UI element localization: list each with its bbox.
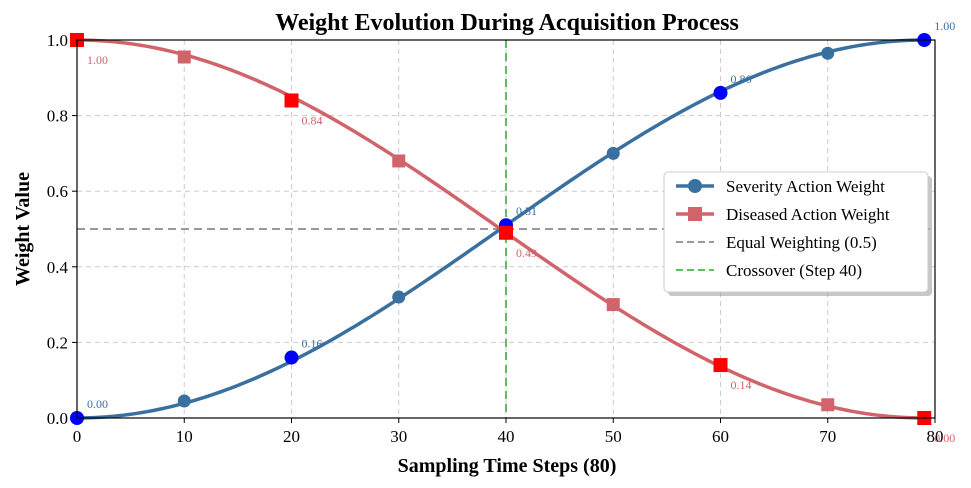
severity-marker bbox=[821, 46, 835, 60]
legend-box bbox=[663, 171, 929, 293]
legend-label: Equal Weighting (0.5) bbox=[726, 233, 877, 252]
diseased-data-label: 0.14 bbox=[731, 378, 752, 392]
severity-marker bbox=[177, 394, 191, 408]
x-tick-label: 50 bbox=[605, 427, 622, 446]
severity-highlight-point bbox=[284, 350, 299, 365]
legend-item-equal-weighting: Equal Weighting (0.5) bbox=[676, 233, 877, 252]
legend: Severity Action Weight Diseased Action We… bbox=[663, 171, 932, 296]
x-tick-label: 10 bbox=[176, 427, 193, 446]
x-tick-label: 20 bbox=[283, 427, 300, 446]
legend-marker bbox=[688, 207, 702, 221]
diseased-marker bbox=[177, 50, 191, 64]
severity-data-label: 0.86 bbox=[731, 72, 752, 86]
severity-data-label: 0.51 bbox=[516, 204, 537, 218]
diseased-data-label: 1.00 bbox=[87, 53, 108, 67]
x-tick-label: 60 bbox=[712, 427, 729, 446]
y-axis-label: Weight Value bbox=[12, 172, 34, 286]
severity-highlight-point bbox=[713, 85, 728, 100]
diseased-marker bbox=[606, 298, 620, 312]
severity-data-label: 1.00 bbox=[934, 19, 955, 33]
severity-data-label: 0.16 bbox=[302, 337, 323, 351]
diseased-highlight-point bbox=[284, 93, 299, 108]
highlight-group: 0.00 0.16 0.51 0.86 1.00 1.00 0.84 0.49 0.14 0.00 bbox=[70, 19, 955, 445]
y-tick-label: 0.6 bbox=[47, 182, 68, 201]
diseased-data-label: 0.84 bbox=[302, 113, 323, 127]
legend-item-crossover: Crossover (Step 40) bbox=[676, 261, 862, 280]
x-tick-label: 30 bbox=[390, 427, 407, 446]
y-tick-label: 0.8 bbox=[47, 107, 68, 126]
legend-label: Crossover (Step 40) bbox=[726, 261, 862, 280]
plot-frame bbox=[76, 39, 936, 419]
y-tick-label: 0.4 bbox=[47, 258, 69, 277]
x-axis-label: Sampling Time Steps (80) bbox=[398, 455, 617, 477]
legend-marker bbox=[688, 179, 702, 193]
diseased-highlight-point bbox=[713, 358, 728, 373]
diseased-marker bbox=[821, 398, 835, 412]
severity-marker bbox=[606, 146, 620, 160]
legend-label: Severity Action Weight bbox=[726, 177, 885, 196]
severity-marker bbox=[392, 290, 406, 304]
axis-ticks: 0 10 20 30 40 50 60 70 80 0.0 0.2 0.4 0.6 0.8 1.0 bbox=[47, 31, 944, 446]
legend-item-diseased: Diseased Action Weight bbox=[676, 205, 890, 224]
legend-item-severity: Severity Action Weight bbox=[676, 177, 885, 196]
legend-label: Diseased Action Weight bbox=[726, 205, 890, 224]
x-tick-label: 80 bbox=[927, 427, 944, 446]
chart-title: Weight Evolution During Acquisition Proc… bbox=[275, 10, 739, 36]
diseased-data-label: 0.00 bbox=[934, 431, 955, 445]
y-tick-label: 0.0 bbox=[47, 409, 68, 428]
diseased-data-label: 0.49 bbox=[516, 246, 537, 260]
x-tick-label: 40 bbox=[498, 427, 515, 446]
y-tick-label: 1.0 bbox=[47, 31, 68, 50]
x-tick-label: 70 bbox=[819, 427, 836, 446]
diseased-highlight-point bbox=[499, 225, 513, 240]
diseased-marker bbox=[392, 154, 406, 168]
severity-data-label: 0.00 bbox=[87, 397, 108, 411]
y-tick-label: 0.2 bbox=[47, 333, 68, 352]
x-tick-label: 0 bbox=[73, 427, 82, 446]
